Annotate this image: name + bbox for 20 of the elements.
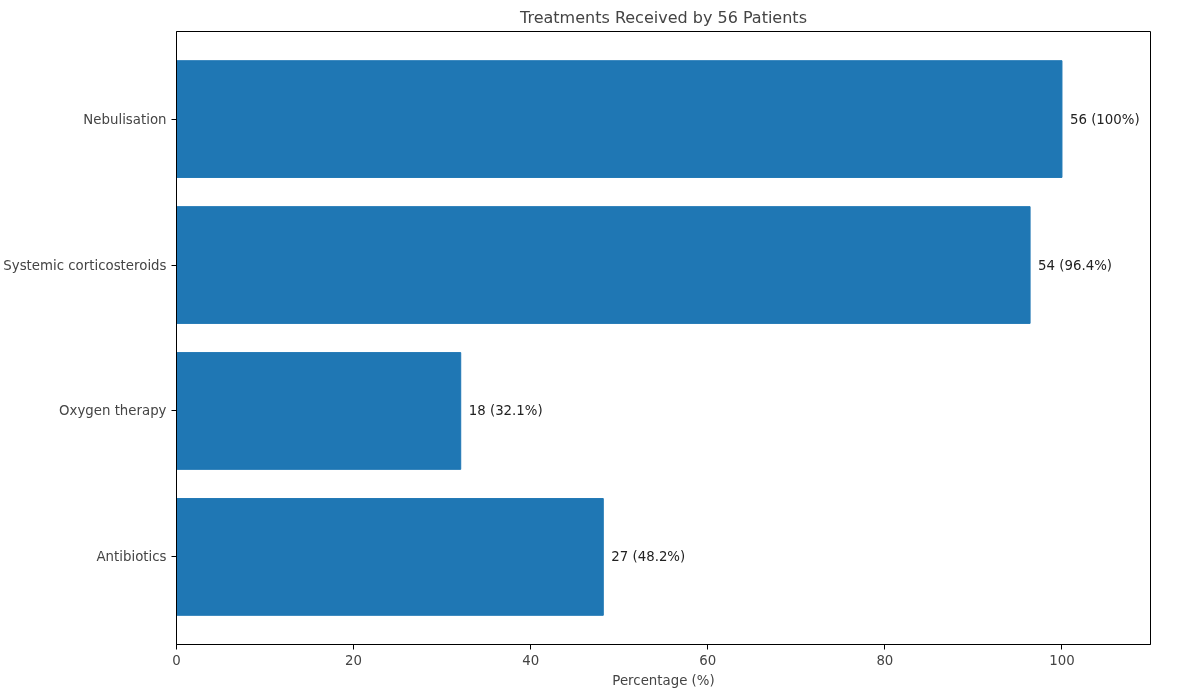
- data-label: 18 (32.1%): [468, 403, 543, 419]
- y-tick-label: Antibiotics: [96, 549, 167, 565]
- bar: [176, 352, 462, 470]
- data-label: 27 (48.2%): [611, 549, 686, 565]
- bar: [176, 206, 1031, 324]
- x-tick-label: 0: [172, 652, 181, 668]
- y-tick-label: Systemic corticosteroids: [3, 257, 167, 273]
- bar: [176, 498, 604, 616]
- x-tick-label: 20: [345, 652, 363, 668]
- data-label: 56 (100%): [1069, 111, 1140, 127]
- y-tick-label: Nebulisation: [83, 111, 167, 127]
- x-tick-label: 40: [522, 652, 540, 668]
- x-axis-title: Percentage (%): [612, 672, 715, 688]
- x-tick-label: 80: [876, 652, 894, 668]
- x-tick-label: 60: [699, 652, 717, 668]
- x-tick-label: 100: [1049, 652, 1075, 668]
- chart-title: Treatments Received by 56 Patients: [519, 7, 807, 27]
- data-label: 54 (96.4%): [1038, 257, 1113, 273]
- y-tick-label: Oxygen therapy: [59, 403, 167, 419]
- bar: [176, 60, 1063, 178]
